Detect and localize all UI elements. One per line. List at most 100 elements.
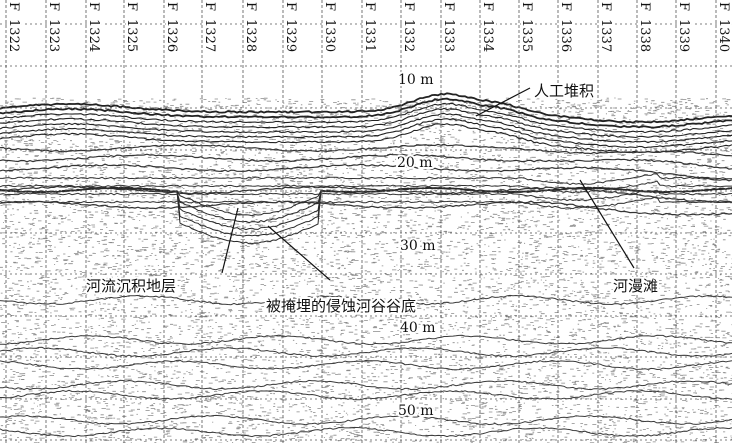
floodplain-reflector xyxy=(0,180,732,194)
fix-label: F 1332 xyxy=(401,2,416,52)
deep-reflector xyxy=(0,359,732,371)
floodplain-reflector xyxy=(0,173,732,186)
fix-number: 1339 xyxy=(676,19,691,52)
fix-number: 1331 xyxy=(362,19,377,52)
label-fluvial-strata: 河流沉积地层 xyxy=(86,277,176,295)
fix-number: 1327 xyxy=(202,19,217,52)
fix-number: 1338 xyxy=(637,19,652,52)
depth-label-10m: 10 m xyxy=(398,72,434,88)
fix-prefix: F xyxy=(202,2,217,11)
fix-prefix: F xyxy=(86,2,101,11)
fix-number: 1329 xyxy=(283,19,298,52)
fix-label: F 1326 xyxy=(164,2,179,52)
seabed-reflector xyxy=(0,92,732,124)
fix-number: 1328 xyxy=(243,19,258,52)
depth-label-50m: 50 m xyxy=(398,403,434,419)
label-floodplain: 河漫滩 xyxy=(613,277,658,295)
deep-reflector xyxy=(0,414,732,426)
label-artificial-fill: 人工堆积 xyxy=(534,82,594,100)
fix-mark-labels: F 1322 F 1323 F 1324 F 1325 F 1326 F 1327 F 1328 F 1329… xyxy=(4,0,732,54)
deep-reflector xyxy=(0,294,732,306)
fix-label: F 1335 xyxy=(519,2,534,52)
fix-prefix: F xyxy=(46,2,61,11)
fix-label: F 1330 xyxy=(322,2,337,52)
seabed-reflector xyxy=(0,102,732,134)
depth-label-20m: 20 m xyxy=(397,155,433,171)
fix-number: 1330 xyxy=(322,19,337,52)
floodplain-reflector xyxy=(0,189,732,202)
fix-label: F 1322 xyxy=(6,2,21,52)
leader-artificial-fill xyxy=(475,87,531,117)
depth-labels: 10 m 20 m 30 m 40 m 50 m xyxy=(395,70,438,421)
subbottom-reflector xyxy=(0,143,732,157)
annotations: 人工堆积 河流沉积地层 被掩埋的侵蚀河谷谷底 河漫滩 xyxy=(84,80,660,317)
fix-prefix: F xyxy=(519,2,534,11)
seabed-reflector xyxy=(0,97,732,129)
deep-reflector xyxy=(0,346,732,358)
fix-label: F 1325 xyxy=(124,2,139,52)
annotation-leaders xyxy=(221,87,635,281)
fix-number: 1336 xyxy=(558,19,573,52)
fix-prefix: F xyxy=(598,2,613,11)
fix-prefix: F xyxy=(164,2,179,11)
fix-prefix: F xyxy=(6,2,21,11)
depth-label-30m: 30 m xyxy=(400,238,436,254)
fix-prefix: F xyxy=(362,2,377,11)
fix-label: F 1324 xyxy=(86,2,101,52)
fix-label: F 1333 xyxy=(441,2,456,52)
leader-buried-valley xyxy=(267,225,331,281)
fix-label: F 1331 xyxy=(362,2,377,52)
fix-number: 1337 xyxy=(598,19,613,52)
subbottom-reflector xyxy=(0,153,732,170)
seabed-reflector xyxy=(0,107,732,139)
fix-label: F 1327 xyxy=(202,2,217,52)
fix-prefix: F xyxy=(124,2,139,11)
seismic-reflectors xyxy=(0,92,732,438)
fix-prefix: F xyxy=(243,2,258,11)
fix-prefix: F xyxy=(480,2,495,11)
fix-label: F 1336 xyxy=(558,2,573,52)
fix-label: F 1329 xyxy=(283,2,298,52)
fix-number: 1332 xyxy=(401,19,416,52)
fix-label: F 1339 xyxy=(676,2,691,52)
fix-prefix: F xyxy=(716,2,731,11)
fix-prefix: F xyxy=(676,2,691,11)
leader-fluvial-strata xyxy=(221,207,239,274)
deep-reflector xyxy=(0,379,732,391)
fix-number: 1326 xyxy=(164,19,179,52)
fix-number: 1333 xyxy=(441,19,456,52)
depth-label-40m: 40 m xyxy=(400,320,436,336)
fix-label: F 1334 xyxy=(480,2,495,52)
subbottom-reflector xyxy=(0,200,732,216)
fix-number: 1340 xyxy=(716,19,731,52)
fix-number: 1334 xyxy=(480,19,495,52)
fix-number: 1322 xyxy=(6,19,21,52)
fix-number: 1335 xyxy=(519,19,534,52)
seabed-reflector xyxy=(0,123,732,154)
seabed-reflector xyxy=(0,118,732,149)
fix-label: F 1323 xyxy=(46,2,61,52)
fix-prefix: F xyxy=(637,2,652,11)
fix-label: F 1337 xyxy=(598,2,613,52)
leader-floodplain xyxy=(579,179,635,269)
deep-reflector xyxy=(0,334,732,346)
fix-number: 1324 xyxy=(86,19,101,52)
fix-prefix: F xyxy=(283,2,298,11)
fix-label: F 1338 xyxy=(637,2,652,52)
seabed-reflector xyxy=(0,112,732,144)
deep-reflector xyxy=(0,426,732,438)
valley-reflector xyxy=(0,186,732,245)
subbottom-reflector xyxy=(0,185,732,203)
fix-number: 1325 xyxy=(124,19,139,52)
fix-prefix: F xyxy=(441,2,456,11)
fix-label: F 1340 xyxy=(716,2,731,52)
fix-prefix: F xyxy=(401,2,416,11)
fix-label: F 1328 xyxy=(243,2,258,52)
label-buried-valley: 被掩埋的侵蚀河谷谷底 xyxy=(266,297,416,315)
fix-number: 1323 xyxy=(46,19,61,52)
fix-prefix: F xyxy=(322,2,337,11)
deep-reflector xyxy=(0,389,732,401)
